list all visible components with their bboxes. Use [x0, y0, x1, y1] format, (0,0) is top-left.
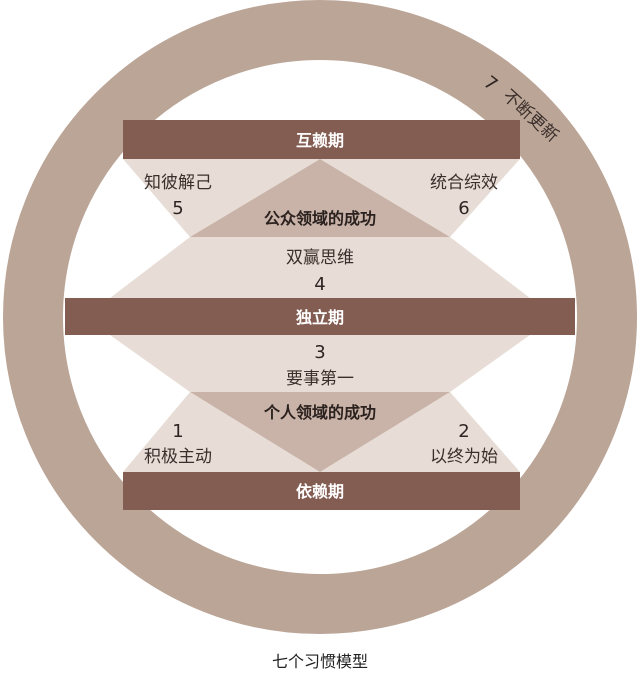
habit-3-number: 3 [314, 342, 325, 363]
habit-3-label: 要事第一 [286, 369, 354, 389]
bar-interdependence-label: 互赖期 [296, 131, 344, 150]
panel-habit-2 [320, 392, 520, 472]
panel-habit-4 [110, 237, 530, 298]
habit-1-label: 积极主动 [144, 447, 212, 467]
panel-habit-3 [110, 335, 530, 392]
habit-5-number: 5 [172, 198, 183, 219]
diagram-caption: 七个习惯模型 [271, 652, 368, 671]
private-victory-triangle [190, 392, 450, 472]
private-victory-label: 个人领域的成功 [263, 403, 376, 422]
bar-dependence [123, 472, 520, 510]
bar-interdependence [123, 120, 520, 159]
habit-4-label: 双赢思维 [286, 248, 354, 268]
habit-5-label: 知彼解己 [144, 173, 212, 193]
public-victory-triangle [190, 159, 450, 237]
panel-habit-6 [320, 159, 520, 237]
habit-1-number: 1 [172, 421, 183, 442]
habit-6-label: 统合综效 [430, 173, 498, 193]
public-victory-label: 公众领域的成功 [264, 209, 376, 228]
panel-habit-1 [123, 392, 320, 472]
habit-4-number: 4 [314, 274, 325, 295]
bar-independence [65, 298, 575, 335]
bar-dependence-label: 依赖期 [296, 482, 344, 501]
panel-habit-5 [123, 159, 320, 237]
habit-6-number: 6 [458, 198, 469, 219]
habit-2-number: 2 [458, 421, 469, 442]
bar-independence-label: 独立期 [296, 308, 344, 327]
habit-2-label: 以终为始 [430, 447, 498, 467]
renewal-ring [3, 0, 637, 634]
